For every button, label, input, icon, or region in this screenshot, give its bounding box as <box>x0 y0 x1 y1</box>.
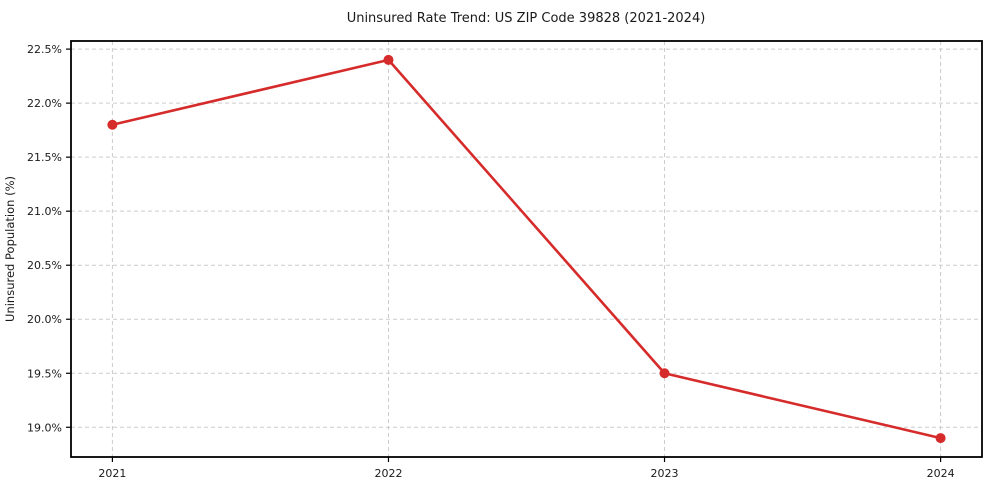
grid-layer <box>71 41 982 457</box>
x-tick-label: 2021 <box>98 467 126 480</box>
data-point <box>107 119 118 130</box>
chart-title: Uninsured Rate Trend: US ZIP Code 39828 … <box>347 11 706 26</box>
trend-line <box>111 58 942 440</box>
y-axis-label: Uninsured Population (%) <box>3 176 17 322</box>
plot-layer <box>107 54 946 444</box>
x-tick-label: 2024 <box>927 467 955 480</box>
y-tick-label: 19.0% <box>27 421 62 434</box>
y-tick-label: 20.0% <box>27 313 62 326</box>
y-tick-label: 19.5% <box>27 367 62 380</box>
y-tick-label: 22.5% <box>27 43 62 56</box>
data-point <box>659 368 670 379</box>
data-point <box>935 433 946 444</box>
y-tick-label: 21.0% <box>27 205 62 218</box>
tick-layer: 2021 2022 2023 2024 19.0% 19.5% 20.0% 20.5% 21.0… <box>27 43 955 480</box>
data-point <box>383 54 394 65</box>
y-tick-label: 20.5% <box>27 259 62 272</box>
y-tick-label: 21.5% <box>27 151 62 164</box>
plot-area-border <box>70 40 983 458</box>
x-tick-label: 2022 <box>374 467 402 480</box>
y-tick-label: 22.0% <box>27 97 62 110</box>
x-tick-label: 2023 <box>651 467 679 480</box>
